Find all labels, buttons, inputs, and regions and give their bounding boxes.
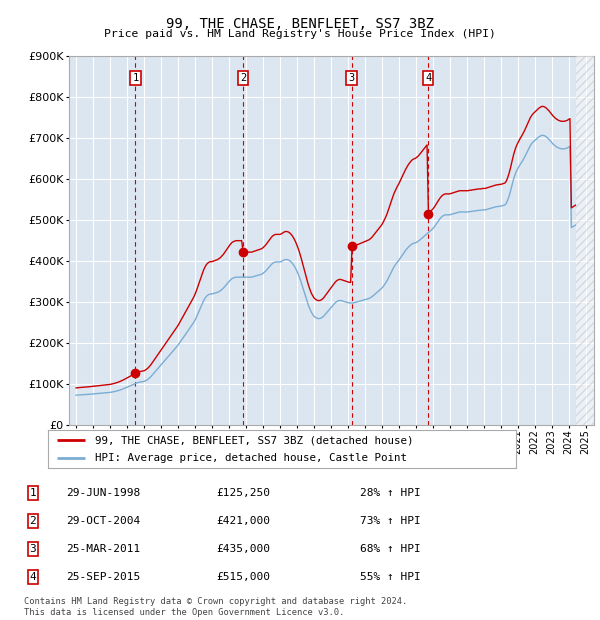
- Bar: [575, 56, 594, 425]
- Text: 29-OCT-2004: 29-OCT-2004: [66, 516, 140, 526]
- Text: 99, THE CHASE, BENFLEET, SS7 3BZ: 99, THE CHASE, BENFLEET, SS7 3BZ: [166, 17, 434, 31]
- Text: 2: 2: [240, 73, 246, 83]
- Text: 99, THE CHASE, BENFLEET, SS7 3BZ (detached house): 99, THE CHASE, BENFLEET, SS7 3BZ (detach…: [95, 435, 413, 445]
- Text: Price paid vs. HM Land Registry's House Price Index (HPI): Price paid vs. HM Land Registry's House …: [104, 29, 496, 39]
- Text: HPI: Average price, detached house, Castle Point: HPI: Average price, detached house, Cast…: [95, 453, 407, 464]
- Text: 68% ↑ HPI: 68% ↑ HPI: [360, 544, 421, 554]
- Text: 25-SEP-2015: 25-SEP-2015: [66, 572, 140, 582]
- Text: 28% ↑ HPI: 28% ↑ HPI: [360, 488, 421, 498]
- Text: £515,000: £515,000: [216, 572, 270, 582]
- Text: £125,250: £125,250: [216, 488, 270, 498]
- Text: 4: 4: [425, 73, 431, 83]
- Text: 25-MAR-2011: 25-MAR-2011: [66, 544, 140, 554]
- Text: £435,000: £435,000: [216, 544, 270, 554]
- Text: Contains HM Land Registry data © Crown copyright and database right 2024.
This d: Contains HM Land Registry data © Crown c…: [24, 598, 407, 617]
- Text: 55% ↑ HPI: 55% ↑ HPI: [360, 572, 421, 582]
- Text: £421,000: £421,000: [216, 516, 270, 526]
- Text: 73% ↑ HPI: 73% ↑ HPI: [360, 516, 421, 526]
- Text: 3: 3: [29, 544, 37, 554]
- Text: 1: 1: [133, 73, 139, 83]
- Text: 2: 2: [29, 516, 37, 526]
- Text: 1: 1: [29, 488, 37, 498]
- Text: 4: 4: [29, 572, 37, 582]
- Text: 29-JUN-1998: 29-JUN-1998: [66, 488, 140, 498]
- Text: 3: 3: [349, 73, 355, 83]
